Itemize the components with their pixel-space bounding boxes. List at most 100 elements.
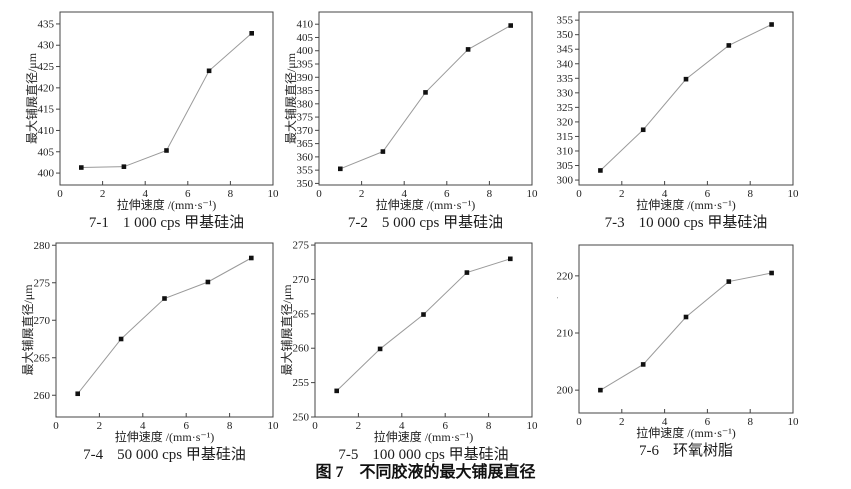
y-tick-label: 380 xyxy=(297,98,314,110)
y-tick-label: 390 xyxy=(297,72,314,84)
x-tick-label: 6 xyxy=(183,420,189,432)
y-tick-label: 280 xyxy=(34,240,51,252)
x-tick-label: 10 xyxy=(788,416,800,428)
x-tick-label: 4 xyxy=(140,420,146,432)
y-tick-label: 400 xyxy=(297,45,314,57)
x-tick-label: 0 xyxy=(312,420,318,432)
y-tick-label: 320 xyxy=(557,116,574,128)
data-point-marker xyxy=(683,314,689,320)
y-tick-label: 220 xyxy=(557,270,574,282)
plot-border xyxy=(318,11,533,186)
chart-caption-index: 7-6 xyxy=(638,443,659,459)
data-point-marker xyxy=(726,43,732,48)
y-tick-label: 305 xyxy=(557,160,574,172)
chart-7-4: 0 2 4 6 8 10 260 265 270 275 280 拉伸速度 /(mm·s⁻¹) 最大铺展… xyxy=(21,240,280,444)
chart-caption-index: 7-5 xyxy=(338,447,359,463)
data-point-marker xyxy=(598,387,603,393)
chart-caption-7-3: 7-3 10 000 cps 甲基硅油 xyxy=(566,212,806,234)
y-tick-label: 345 xyxy=(557,44,574,56)
x-tick-label: 6 xyxy=(442,420,448,432)
x-tick-label: 2 xyxy=(100,188,106,200)
figure-caption: 图 7 不同胶液的最大铺展直径 xyxy=(315,464,536,481)
data-line xyxy=(600,272,772,391)
y-tick-label: 365 xyxy=(297,138,314,150)
x-tick-label: 4 xyxy=(662,188,668,200)
chart-caption-7-1: 7-1 1 000 cps 甲基硅油 xyxy=(47,212,287,234)
data-point-marker xyxy=(121,164,127,169)
x-tick-label: 10 xyxy=(268,420,280,432)
data-point-marker xyxy=(249,31,254,36)
chart-7-1: 0 2 4 6 8 10 400 405 410 415 420 425 430 435 拉伸速度 /(mm… xyxy=(25,11,280,212)
x-tick-label: 0 xyxy=(53,420,59,432)
data-point-marker xyxy=(598,168,603,173)
data-point-marker xyxy=(205,279,211,285)
y-axis-label: 最大铺展直径/μm xyxy=(557,283,558,375)
x-tick-label: 0 xyxy=(316,188,322,200)
chart-caption-7-4: 7-4 50 000 cps 甲基硅油 xyxy=(45,444,285,466)
chart-caption-index: 7-1 xyxy=(88,215,109,231)
chart-cell-7-2: 0 2 4 6 8 10 350 355 360 365 370 375 380 385 390 395 400… xyxy=(280,0,570,231)
y-tick-label: 200 xyxy=(557,385,574,397)
chart-7-3: 0 2 4 6 8 10 300 305 310 315 320 325 330 335 340 345 350… xyxy=(557,11,799,212)
y-tick-label: 210 xyxy=(557,328,574,340)
y-tick-label: 405 xyxy=(38,146,55,158)
y-tick-label: 270 xyxy=(293,274,310,286)
data-point-marker xyxy=(508,256,513,262)
data-point-marker xyxy=(421,312,426,317)
data-point-marker xyxy=(726,279,732,284)
y-tick-label: 325 xyxy=(557,102,574,114)
plot-border xyxy=(578,11,794,186)
y-tick-label: 410 xyxy=(38,125,55,137)
y-tick-label: 255 xyxy=(293,377,310,389)
y-tick-label: 275 xyxy=(293,240,310,252)
chart-caption-label: 1 000 cps 甲基硅油 xyxy=(122,215,245,231)
x-tick-label: 4 xyxy=(662,416,668,428)
chart-caption-label: 环氧树脂 xyxy=(672,443,733,459)
y-tick-label: 260 xyxy=(34,390,51,402)
data-point-marker xyxy=(79,165,84,170)
x-tick-label: 6 xyxy=(444,188,450,200)
data-point-marker xyxy=(162,296,167,301)
x-tick-label: 10 xyxy=(527,188,539,200)
plot-border xyxy=(59,11,274,186)
x-tick-label: 8 xyxy=(486,420,492,432)
x-axis-label: 拉伸速度 /(mm·s⁻¹) xyxy=(636,197,736,212)
y-axis-label: 最大铺展直径/μm xyxy=(21,284,35,376)
data-point-marker xyxy=(465,47,471,52)
y-tick-label: 310 xyxy=(557,145,574,157)
x-tick-label: 2 xyxy=(356,420,362,432)
data-line xyxy=(600,24,772,171)
data-point-marker xyxy=(334,388,339,394)
y-tick-label: 435 xyxy=(38,18,55,30)
y-tick-label: 275 xyxy=(34,277,51,289)
data-point-marker xyxy=(769,270,774,276)
data-point-marker xyxy=(683,76,689,82)
x-tick-label: 2 xyxy=(97,420,103,432)
y-tick-label: 335 xyxy=(557,73,574,85)
y-tick-label: 355 xyxy=(557,15,574,27)
y-tick-label: 300 xyxy=(557,175,574,187)
x-tick-label: 6 xyxy=(185,188,191,200)
chart-cell-7-3: 0 2 4 6 8 10 300 305 310 315 320 325 330 335 340 345 350… xyxy=(557,0,851,231)
x-tick-label: 2 xyxy=(619,188,625,200)
x-tick-label: 10 xyxy=(268,188,280,200)
data-point-marker xyxy=(164,148,169,153)
y-tick-label: 375 xyxy=(297,112,314,124)
chart-caption-index: 7-2 xyxy=(347,215,368,231)
y-tick-label: 400 xyxy=(38,168,55,180)
data-point-marker xyxy=(75,391,80,397)
chart-7-5: 0 2 4 6 8 10 250 255 260 265 270 275 拉伸速度 /(mm·s⁻¹) 最… xyxy=(280,240,538,444)
y-tick-label: 350 xyxy=(297,178,314,190)
y-tick-label: 355 xyxy=(297,165,314,177)
y-tick-label: 315 xyxy=(557,131,574,143)
y-tick-label: 420 xyxy=(38,82,55,94)
x-tick-label: 8 xyxy=(747,188,753,200)
x-axis-label: 拉伸速度 /(mm·s⁻¹) xyxy=(374,429,474,444)
x-tick-label: 2 xyxy=(619,416,625,428)
x-tick-label: 4 xyxy=(399,420,405,432)
x-tick-label: 6 xyxy=(705,188,711,200)
x-tick-label: 2 xyxy=(359,188,365,200)
data-point-marker xyxy=(640,127,646,133)
